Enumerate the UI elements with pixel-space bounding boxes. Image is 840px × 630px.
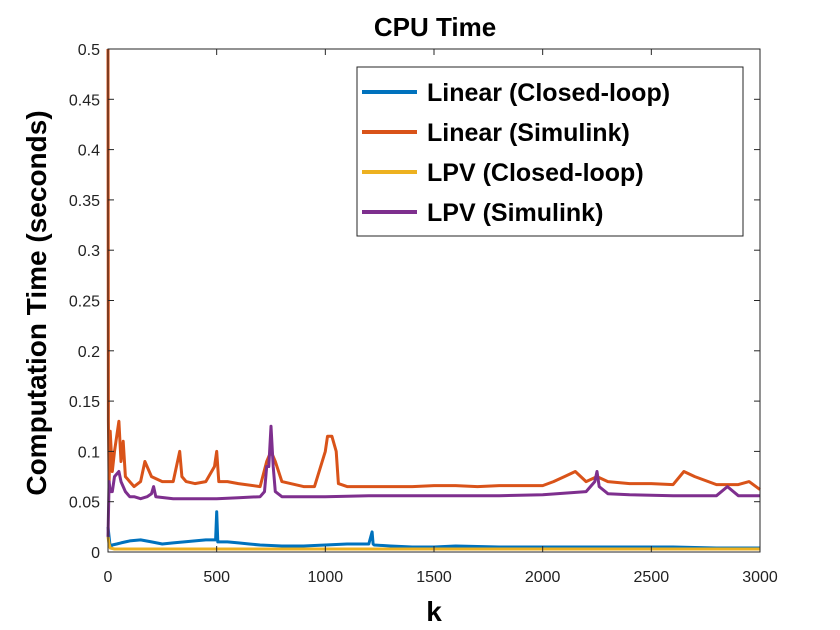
legend-label-2: Linear (Simulink) — [427, 119, 630, 147]
x-tick-label: 2500 — [634, 569, 670, 586]
x-tick-label: 500 — [203, 569, 230, 586]
legend-label-4: LPV (Simulink) — [427, 199, 603, 227]
y-tick-label: 0.4 — [78, 143, 100, 160]
y-tick-label: 0.1 — [78, 444, 100, 461]
x-tick-label: 0 — [104, 569, 113, 586]
x-tick-label: 3000 — [742, 569, 778, 586]
legend-label-3: LPV (Closed-loop) — [427, 159, 644, 187]
y-tick-label: 0.05 — [69, 495, 100, 512]
x-tick-label: 2000 — [525, 569, 561, 586]
series-line-4 — [106, 424, 760, 537]
y-axis-label: Computation Time (seconds) — [21, 110, 52, 495]
x-tick-label: 1000 — [308, 569, 344, 586]
chart-title: CPU Time — [374, 12, 496, 42]
y-tick-label: 0.25 — [69, 294, 100, 311]
y-tick-label: 0.5 — [78, 42, 100, 59]
legend-label-1: Linear (Closed-loop) — [427, 79, 670, 107]
y-tick-label: 0.3 — [78, 243, 100, 260]
series-line-1 — [106, 510, 760, 550]
y-tick-label: 0.45 — [69, 92, 100, 109]
y-tick-label: 0.35 — [69, 193, 100, 210]
y-tick-label: 0.15 — [69, 394, 100, 411]
x-axis-label: k — [426, 596, 442, 627]
y-tick-label: 0.2 — [78, 344, 100, 361]
legend: Linear (Closed-loop) Linear (Simulink) LPV… — [356, 66, 744, 237]
axes-layer: 0 500 1000 1500 2000 2500 3000 0 0.05 0.1 0.15 0.2 0… — [69, 42, 778, 586]
series-line-2 — [106, 48, 761, 491]
x-tick-label: 1500 — [416, 569, 452, 586]
y-tick-label: 0 — [91, 545, 100, 562]
legend-box — [356, 66, 744, 237]
